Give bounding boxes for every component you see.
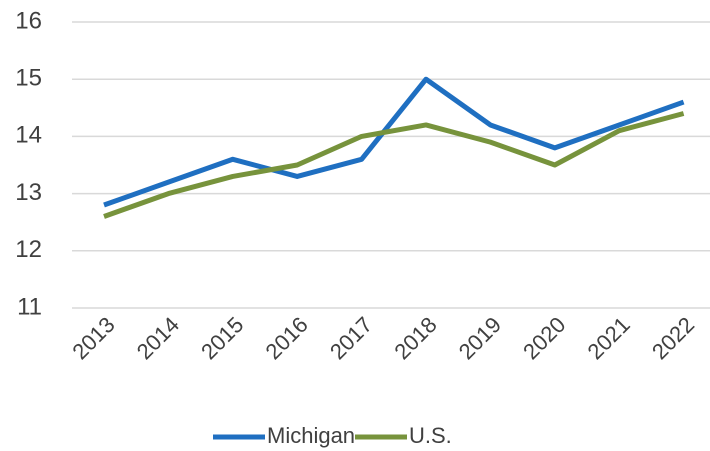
y-tick-label: 14	[15, 122, 42, 149]
x-tick-label: 2015	[196, 312, 248, 364]
y-tick-label: 12	[15, 236, 42, 263]
series-line	[103, 111, 685, 219]
x-tick-label: 2016	[261, 312, 313, 364]
x-tick-label: 2018	[389, 312, 441, 364]
legend-label: U.S.	[409, 423, 452, 448]
x-tick-label: 2014	[132, 312, 184, 364]
x-tick-label: 2019	[454, 312, 506, 364]
x-tick-label: 2020	[518, 312, 570, 364]
x-tick-label: 2017	[325, 312, 377, 364]
x-tick-label: 2021	[583, 312, 635, 364]
y-tick-label: 13	[15, 179, 42, 206]
x-tick-label: 2013	[67, 312, 119, 364]
series-line	[103, 76, 685, 208]
y-tick-label: 15	[15, 65, 42, 92]
y-tick-label: 11	[17, 293, 42, 320]
y-tick-label: 16	[15, 7, 42, 34]
x-tick-label: 2022	[647, 312, 699, 364]
legend-label: Michigan	[267, 423, 355, 448]
